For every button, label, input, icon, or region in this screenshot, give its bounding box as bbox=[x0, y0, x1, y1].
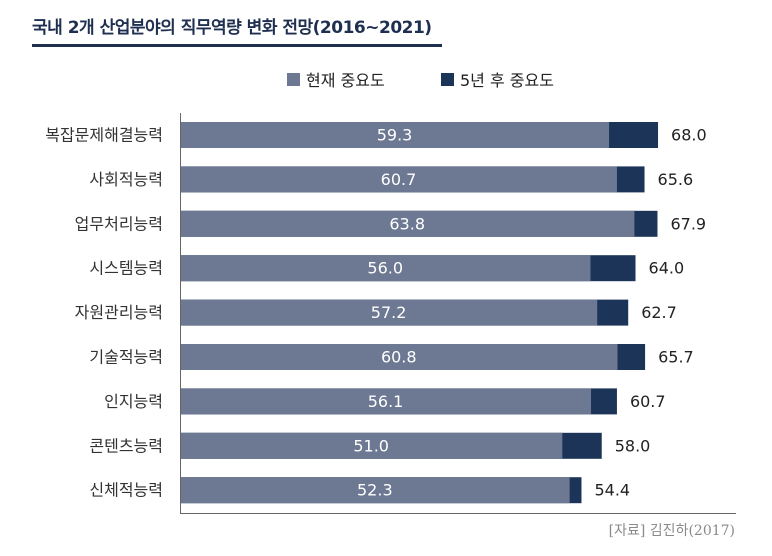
legend-label-future: 5년 후 중요도 bbox=[460, 71, 554, 90]
bar-current-5 bbox=[180, 344, 618, 370]
value-label-future: 68.0 bbox=[671, 126, 707, 145]
value-label-future: 54.4 bbox=[594, 481, 630, 500]
category-label: 업무처리능력 bbox=[75, 214, 163, 233]
category-label: 복잡문제해결능력 bbox=[45, 126, 163, 145]
legend-item-current: 현재 중요도 bbox=[287, 67, 385, 91]
bar-current-3 bbox=[180, 255, 591, 282]
value-label-future: 58.0 bbox=[615, 436, 651, 455]
value-label-future: 67.9 bbox=[670, 214, 706, 233]
value-label-future: 62.7 bbox=[641, 303, 677, 322]
value-label-current: 56.0 bbox=[367, 259, 403, 278]
legend-item-future: 5년 후 중요도 bbox=[441, 67, 554, 91]
title-underline bbox=[32, 44, 442, 47]
value-label-current: 59.3 bbox=[377, 126, 413, 145]
value-label-future: 64.0 bbox=[649, 259, 685, 278]
bar-group bbox=[180, 122, 659, 504]
bar-current-2 bbox=[180, 210, 635, 237]
bar-current-7 bbox=[180, 432, 563, 459]
category-label: 사회적능력 bbox=[89, 170, 163, 189]
value-label-current: 56.1 bbox=[368, 392, 404, 411]
legend-label-current: 현재 중요도 bbox=[306, 71, 385, 90]
bar-current-0 bbox=[180, 122, 610, 148]
value-label-current: 60.8 bbox=[381, 348, 417, 367]
chart-title: 국내 2개 산업분야의 직무역량 변화 전망(2016~2021) bbox=[32, 18, 432, 38]
bar-current-1 bbox=[180, 166, 617, 193]
category-label: 자원관리능력 bbox=[75, 303, 163, 322]
bar-current-6 bbox=[180, 388, 592, 415]
bar-current-8 bbox=[180, 477, 570, 504]
legend-swatch-future bbox=[441, 72, 454, 86]
category-label: 인지능력 bbox=[104, 392, 163, 411]
value-label-future: 65.6 bbox=[658, 170, 694, 189]
category-label: 신체적능력 bbox=[89, 481, 163, 500]
value-label-future: 65.7 bbox=[658, 348, 694, 367]
source-note: [자료] 김진하(2017) bbox=[608, 523, 735, 539]
legend-swatch-current bbox=[287, 72, 300, 86]
value-label-future: 60.7 bbox=[630, 392, 666, 411]
category-label: 콘텐츠능력 bbox=[89, 436, 163, 455]
value-label-current: 63.8 bbox=[389, 214, 425, 233]
category-label: 기술적능력 bbox=[89, 348, 163, 367]
value-label-current: 51.0 bbox=[353, 436, 389, 455]
category-label: 시스템능력 bbox=[89, 259, 163, 278]
value-label-current: 60.7 bbox=[381, 170, 417, 189]
value-label-current: 57.2 bbox=[371, 303, 407, 322]
bar-current-4 bbox=[180, 299, 598, 326]
label-group: 복잡문제해결능력 59.3 68.0 사회적능력 60.7 65.6 업무처리능력 63.8 6… bbox=[45, 126, 706, 500]
value-label-current: 52.3 bbox=[357, 481, 393, 500]
